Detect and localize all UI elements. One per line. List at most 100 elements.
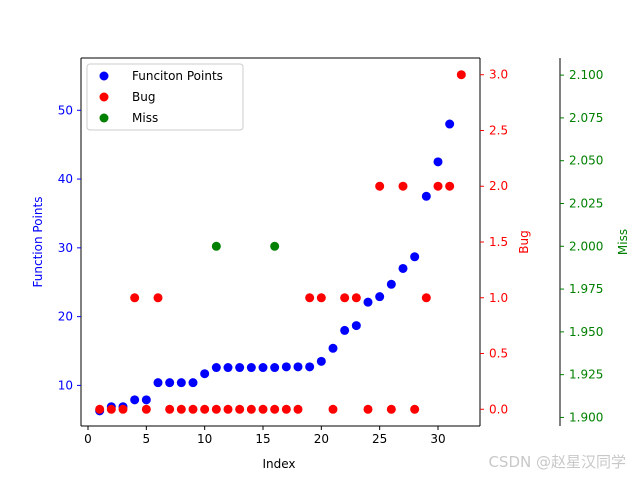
- point-function-points: [141, 395, 151, 405]
- point-function-points: [445, 119, 455, 129]
- y-axis-label-bug: Bug: [517, 230, 531, 253]
- y-tick-label-miss: 1.900: [569, 410, 603, 424]
- point-function-points: [153, 378, 163, 388]
- y-tick-label-function-points: 20: [58, 310, 73, 324]
- point-function-points: [305, 362, 315, 372]
- point-function-points: [386, 279, 396, 289]
- point-function-points: [328, 343, 338, 353]
- point-bug: [211, 404, 221, 414]
- point-bug: [363, 404, 373, 414]
- point-function-points: [211, 363, 221, 373]
- point-bug: [118, 404, 128, 414]
- legend-label: Bug: [132, 90, 155, 104]
- point-bug: [456, 70, 466, 80]
- point-bug: [305, 293, 315, 303]
- point-bug: [153, 293, 163, 303]
- point-bug: [270, 404, 280, 414]
- y-tick-label-bug: 0.5: [489, 347, 508, 361]
- legend: Funciton Points Bug Miss: [86, 63, 244, 131]
- point-bug: [95, 404, 105, 414]
- axes: 0 5 10 15 20 25 30 10 20 30 40 50 Function Points 0.0…: [31, 57, 630, 446]
- y-tick-label-miss: 2.100: [569, 68, 603, 82]
- y-tick-label-function-points: 40: [58, 172, 73, 186]
- point-function-points: [223, 363, 233, 373]
- point-bug: [410, 404, 420, 414]
- point-bug: [351, 293, 361, 303]
- y-tick-label-function-points: 10: [58, 378, 73, 392]
- x-tick-label: 5: [143, 432, 151, 446]
- x-tick-label: 30: [430, 432, 445, 446]
- y-tick-label-function-points: 30: [58, 241, 73, 255]
- x-tick-label: 25: [372, 432, 387, 446]
- point-function-points: [398, 263, 408, 273]
- point-function-points: [351, 321, 361, 331]
- point-function-points: [316, 356, 326, 366]
- y-tick-label-miss: 2.025: [569, 196, 603, 210]
- point-bug: [130, 293, 140, 303]
- watermark: CSDN @赵星汉同学: [488, 453, 626, 471]
- point-miss: [211, 241, 221, 251]
- y-axis-label-miss: Miss: [616, 229, 630, 255]
- point-function-points: [200, 369, 210, 379]
- point-bug: [176, 404, 186, 414]
- point-function-points: [235, 363, 245, 373]
- point-function-points: [375, 292, 385, 302]
- y-tick-label-bug: 3.0: [489, 68, 508, 82]
- point-bug: [375, 181, 385, 191]
- y-tick-label-miss: 1.925: [569, 368, 603, 382]
- y-tick-label-bug: 2.5: [489, 123, 508, 137]
- x-tick-label: 20: [314, 432, 329, 446]
- y-tick-label-miss: 2.075: [569, 111, 603, 125]
- x-tick-label: 15: [255, 432, 270, 446]
- point-bug: [328, 404, 338, 414]
- legend-label: Miss: [132, 111, 158, 125]
- legend-marker: [99, 92, 109, 102]
- point-bug: [281, 404, 291, 414]
- point-function-points: [176, 378, 186, 388]
- point-bug: [188, 404, 198, 414]
- point-bug: [223, 404, 233, 414]
- y-tick-label-bug: 1.0: [489, 291, 508, 305]
- point-miss: [270, 241, 280, 251]
- point-function-points: [130, 395, 140, 405]
- point-function-points: [293, 362, 303, 372]
- point-bug: [386, 404, 396, 414]
- point-function-points: [188, 378, 198, 388]
- point-bug: [398, 181, 408, 191]
- legend-marker: [99, 113, 109, 123]
- point-bug: [340, 293, 350, 303]
- point-bug: [141, 404, 151, 414]
- y-tick-label-bug: 2.0: [489, 179, 508, 193]
- point-bug: [246, 404, 256, 414]
- legend-label: Funciton Points: [132, 69, 223, 83]
- point-bug: [235, 404, 245, 414]
- point-function-points: [410, 252, 420, 262]
- y-tick-label-miss: 1.950: [569, 325, 603, 339]
- point-bug: [421, 293, 431, 303]
- point-bug: [316, 293, 326, 303]
- point-bug: [433, 181, 443, 191]
- plot-area: [95, 70, 466, 416]
- legend-marker: [99, 71, 109, 81]
- legend-box: [86, 63, 244, 131]
- y-tick-label-bug: 1.5: [489, 235, 508, 249]
- y-axis-label-function-points: Function Points: [31, 197, 45, 288]
- point-function-points: [246, 363, 256, 373]
- y-tick-label-miss: 2.050: [569, 154, 603, 168]
- point-bug: [445, 181, 455, 191]
- point-function-points: [165, 378, 175, 388]
- point-function-points: [258, 363, 268, 373]
- point-function-points: [270, 363, 280, 373]
- y-tick-label-miss: 1.975: [569, 282, 603, 296]
- x-tick-label: 10: [197, 432, 212, 446]
- point-bug: [106, 404, 116, 414]
- point-bug: [258, 404, 268, 414]
- point-bug: [293, 404, 303, 414]
- y-tick-label-bug: 0.0: [489, 402, 508, 416]
- point-function-points: [281, 362, 291, 372]
- point-function-points: [433, 157, 443, 167]
- y-tick-label-function-points: 50: [58, 103, 73, 117]
- x-tick-label: 0: [84, 432, 92, 446]
- point-function-points: [340, 325, 350, 335]
